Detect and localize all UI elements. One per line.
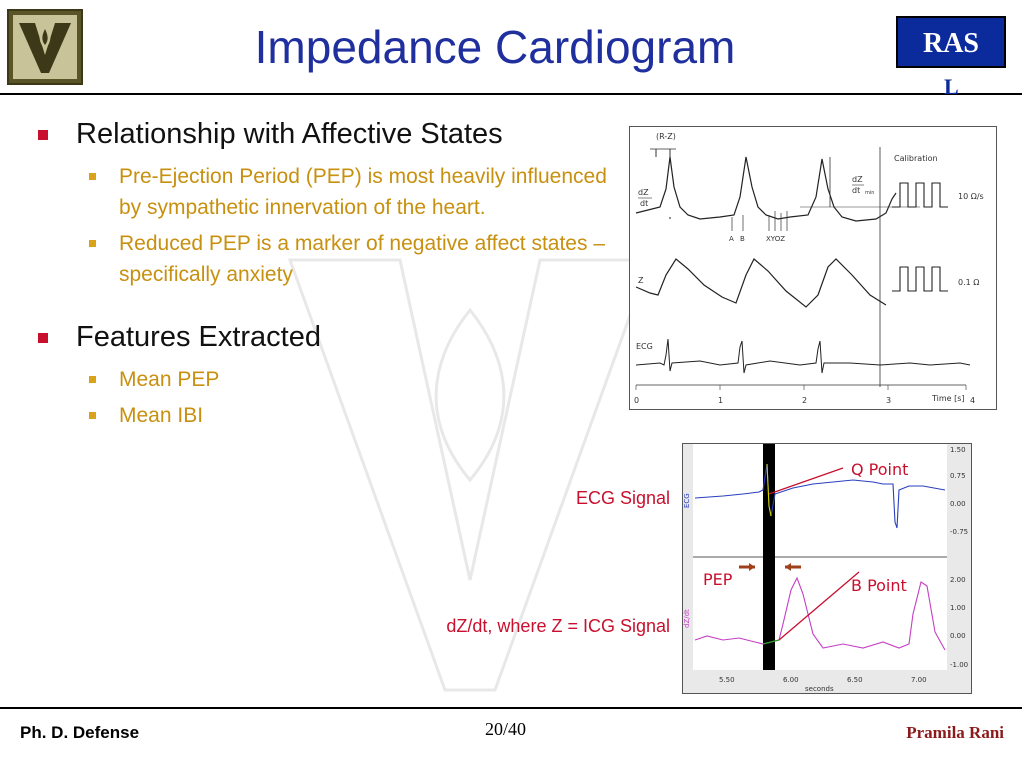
icg-tick-1: 1.00	[950, 604, 966, 612]
ecg-tick-2: 0.00	[950, 500, 966, 508]
footer-title: Ph. D. Defense	[20, 723, 140, 742]
ras-badge: RAS	[896, 16, 1006, 68]
axis-tick-0: 0	[634, 396, 639, 405]
bullet-marker	[38, 130, 48, 140]
icg-tick-3: -1.00	[950, 661, 968, 669]
points-xyoz-label: XYOZ	[766, 235, 785, 243]
ecg-tick-1: 0.75	[950, 472, 966, 480]
oak-leaf-v-icon	[19, 23, 71, 73]
bullet-list: Relationship with Affective States Pre-E…	[36, 118, 616, 436]
point-b-label: B	[740, 235, 745, 243]
icg-waveform-figure: (R-Z) dZ dt dZ dt min Calibration 10 Ω/s…	[629, 126, 997, 410]
pep-label: PEP	[703, 570, 733, 589]
dzdt-label-den: dt	[640, 199, 648, 208]
axis-title: Time [s]	[931, 394, 965, 403]
axis-tick-4: 4	[970, 396, 975, 405]
subbullet-pep-anxiety: Reduced PEP is a marker of negative affe…	[36, 228, 616, 290]
dzdt-min-den: dt	[852, 186, 860, 195]
subbullet-marker	[89, 376, 96, 383]
slide-footer: Ph. D. Defense 20/40 Pramila Rani	[0, 707, 1022, 767]
rz-label: (R-Z)	[656, 132, 676, 141]
subbullet-mean-ibi: Mean IBI	[36, 400, 616, 431]
x-tick-2: 6.50	[847, 676, 863, 684]
subbullet-text: Pre-Ejection Period (PEP) is most heavil…	[119, 165, 607, 219]
bullet-label: Relationship with Affective States	[76, 118, 503, 150]
slide-header: Impedance Cardiogram RAS L	[0, 0, 1022, 99]
subbullet-marker	[89, 173, 96, 180]
subbullet-text: Reduced PEP is a marker of negative affe…	[119, 232, 605, 286]
dzdt-label-num: dZ	[638, 188, 649, 197]
cal-dzdt-label: 10 Ω/s	[958, 192, 984, 201]
vanderbilt-watermark	[287, 258, 653, 692]
subbullet-mean-pep: Mean PEP	[36, 364, 616, 395]
b-point-label: B Point	[851, 576, 907, 595]
bullet-features-extracted: Features Extracted	[36, 321, 616, 354]
dzdt-min-num: dZ	[852, 175, 863, 184]
ecg-icg-plot: ECG dZ/dt 1.50 0.75 0.00 -0.75 2.00 1.00…	[683, 444, 968, 693]
bullet-label: Features Extracted	[76, 321, 321, 353]
dzdt-min-sub: min	[865, 190, 874, 196]
icg-tick-2: 0.00	[950, 632, 966, 640]
bullet-marker	[38, 333, 48, 343]
z-label: Z	[638, 276, 644, 285]
ecg-icg-recording-figure: ECG dZ/dt 1.50 0.75 0.00 -0.75 2.00 1.00…	[682, 443, 972, 694]
subbullet-text: Mean PEP	[119, 368, 220, 391]
x-tick-1: 6.00	[783, 676, 799, 684]
x-tick-3: 7.00	[911, 676, 927, 684]
icg-waveform-plot: (R-Z) dZ dt dZ dt min Calibration 10 Ω/s…	[634, 132, 984, 405]
calibration-label: Calibration	[894, 154, 938, 163]
icg-tick-0: 2.00	[950, 576, 966, 584]
subbullet-marker	[89, 240, 96, 247]
ecg-label: ECG	[636, 342, 653, 351]
subbullet-text: Mean IBI	[119, 404, 204, 427]
icg-axis-name: dZ/dt	[683, 609, 691, 628]
ecg-axis-name: ECG	[683, 493, 691, 508]
slide-title: Impedance Cardiogram	[254, 21, 736, 73]
bullet-affective-states: Relationship with Affective States	[36, 118, 616, 151]
x-axis-title: seconds	[805, 685, 834, 693]
icg-signal-label: dZ/dt, where Z = ICG Signal	[446, 616, 670, 636]
cal-z-label: 0.1 Ω	[958, 278, 979, 287]
axis-tick-1: 1	[718, 396, 723, 405]
axis-tick-2: 2	[802, 396, 807, 405]
axis-tick-3: 3	[886, 396, 891, 405]
subbullet-pep-sympathetic: Pre-Ejection Period (PEP) is most heavil…	[36, 161, 616, 223]
ecg-tick-3: -0.75	[950, 528, 968, 536]
footer-author: Pramila Rani	[906, 723, 1004, 742]
q-point-label: Q Point	[851, 460, 908, 479]
ras-badge-cut: L	[944, 74, 959, 99]
ecg-signal-label: ECG Signal	[575, 488, 670, 508]
subbullet-marker	[89, 412, 96, 419]
ecg-tick-0: 1.50	[950, 446, 966, 454]
point-a-label: A	[729, 235, 734, 243]
x-tick-0: 5.50	[719, 676, 735, 684]
slide-number: 20/40	[485, 719, 527, 739]
vanderbilt-logo	[7, 9, 83, 85]
